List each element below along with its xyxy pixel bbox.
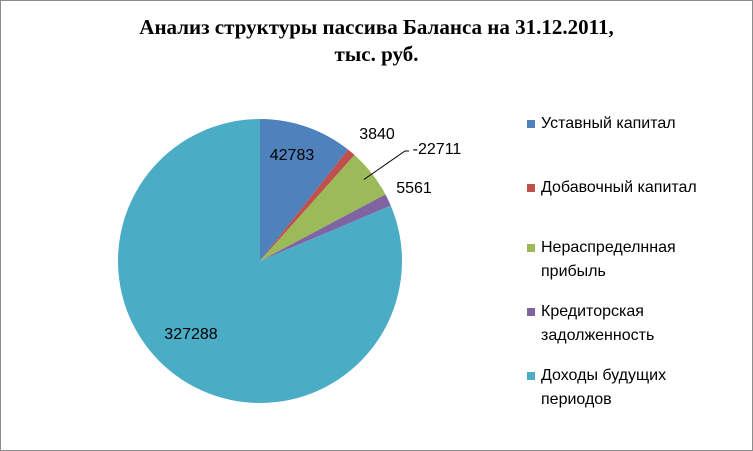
legend-label: Добавочный капитал [541, 179, 697, 196]
chart-title-line-2: тыс. руб. [334, 42, 419, 66]
data-label: 3840 [359, 126, 395, 143]
leader-lines [363, 150, 409, 180]
legend-swatch [527, 308, 535, 316]
pie-slice [260, 155, 386, 261]
legend-label: Доходы будущих периодов [541, 367, 667, 408]
data-labels: 42783 3840 -22711 5561 327288 [164, 126, 461, 343]
leader-line [363, 150, 409, 180]
pie-slice [260, 194, 391, 261]
data-label: 5561 [396, 180, 432, 197]
pie-slice [260, 149, 355, 261]
data-label: -22711 [413, 141, 462, 158]
chart-title-line-1: Анализ структуры пассива Баланса на 31.1… [139, 15, 614, 39]
legend-swatch [527, 372, 535, 380]
legend-swatch [527, 244, 535, 252]
data-label: 327288 [164, 326, 217, 343]
legend-swatch [527, 184, 535, 192]
data-label: 42783 [270, 147, 315, 164]
legend-label: Кредиторская задолженность [541, 303, 655, 344]
pie-slice [117, 119, 402, 404]
chart-title: Анализ структуры пассива Баланса на 31.1… [0, 14, 753, 68]
pie-slice [260, 119, 348, 261]
legend-label: Уставный капитал [541, 115, 676, 132]
legend-label: Нераспределнная прибыль [541, 239, 676, 280]
pie-slices [117, 119, 402, 404]
legend-swatch [527, 120, 535, 128]
